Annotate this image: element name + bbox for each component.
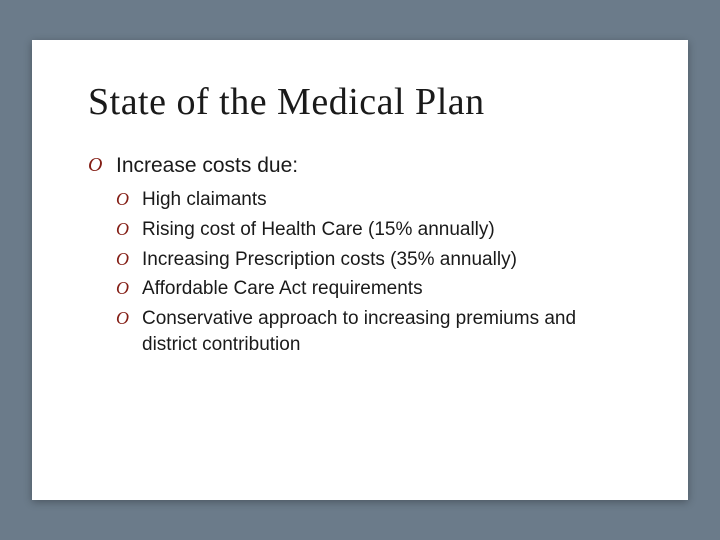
bullet-icon: O [116, 187, 132, 212]
list-item-text: Conservative approach to increasing prem… [142, 306, 632, 357]
list-item: O Increase costs due: [88, 152, 632, 179]
list-item: O Increasing Prescription costs (35% ann… [116, 247, 632, 273]
list-item: O Conservative approach to increasing pr… [116, 306, 632, 357]
sub-list: O High claimants O Rising cost of Health… [116, 187, 632, 357]
slide-title: State of the Medical Plan [88, 80, 632, 124]
bullet-icon: O [116, 276, 132, 301]
slide-card: State of the Medical Plan O Increase cos… [32, 40, 688, 500]
list-item-text: High claimants [142, 187, 267, 213]
list-item: O Affordable Care Act requirements [116, 276, 632, 302]
list-item-text: Rising cost of Health Care (15% annually… [142, 217, 495, 243]
list-item-text: Increase costs due: [116, 152, 298, 179]
bullet-icon: O [116, 247, 132, 272]
list-item: O High claimants [116, 187, 632, 213]
list-item-text: Increasing Prescription costs (35% annua… [142, 247, 517, 273]
bullet-icon: O [116, 306, 132, 331]
bullet-icon: O [116, 217, 132, 242]
bullet-icon: O [88, 152, 106, 178]
list-item-text: Affordable Care Act requirements [142, 276, 423, 302]
list-item: O Rising cost of Health Care (15% annual… [116, 217, 632, 243]
